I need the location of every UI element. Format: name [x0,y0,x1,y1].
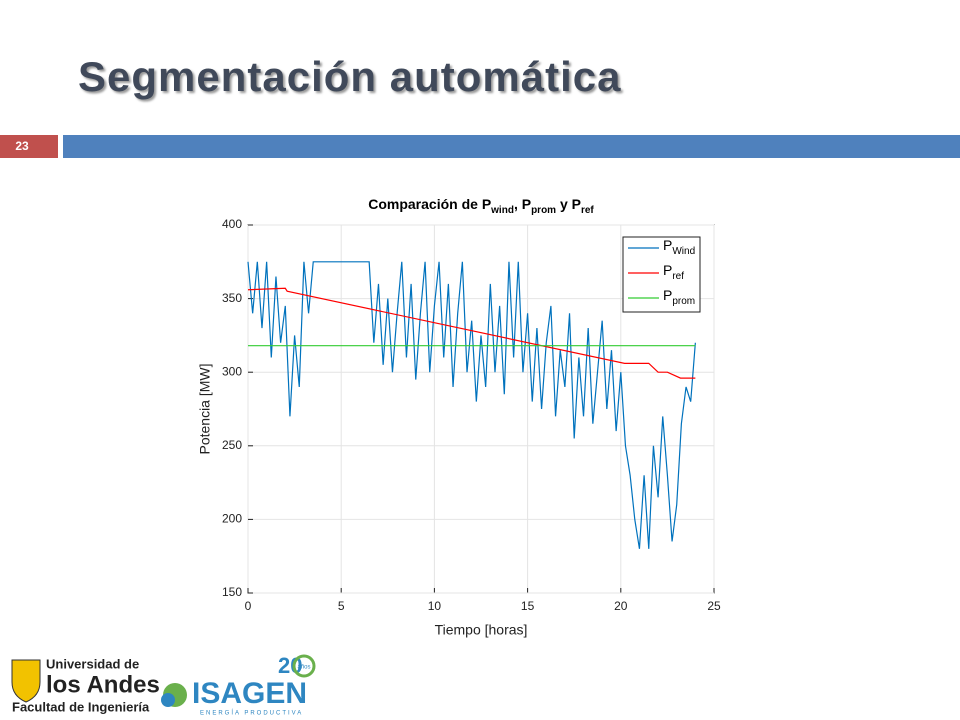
x-tick-label: 15 [521,599,535,613]
uni-shield [11,659,41,703]
isagen-tag: ENERGÍA PRODUCTIVA [200,710,303,717]
anniversary-ring [292,654,316,678]
uni-line1: Universidad de [46,656,139,671]
legend-part: prom [672,296,695,307]
title-part: , P [514,196,531,212]
line [247,287,696,379]
title-part: Comparación de P [368,196,491,212]
legend-label: PWind [663,237,695,257]
slide-number: 23 [15,139,29,153]
uni-line2: los Andes [46,671,160,698]
uni-line3: Facultad de Ingeniería [12,699,150,714]
y-tick-label: 300 [222,364,242,378]
x-axis-label: Tiempo [horas] [435,622,528,638]
legend [622,236,701,313]
anniversary-word: años [297,665,310,671]
legend-label: Pprom [663,287,695,307]
header-bar [63,135,960,158]
chart-title: Comparación de Pwind, Pprom y Pref [368,196,594,216]
y-tick-label: 150 [222,585,242,599]
x-tick-label: 25 [707,599,721,613]
title-part: ref [581,205,594,216]
x-tick-label: 0 [245,599,252,613]
isagen: ISAGEN [192,677,307,710]
title-part: y P [556,196,581,212]
legend-part: ref [672,271,684,282]
chart: 0 5 10 15 20 25 150 200 250 300 350 400 Tiempo [hora… [197,196,721,638]
x-tick-label: 5 [338,599,345,613]
y-axis-label: Potencia [MW] [197,363,213,454]
slide-title: Segmentación automática [78,53,621,100]
isagen-icon [161,693,175,707]
x-tick-label: 20 [614,599,628,613]
legend-part: P [663,262,672,278]
title-part: wind [490,205,514,216]
y-tick-label: 400 [222,217,242,231]
line [247,261,696,549]
legend-label: Pref [663,262,684,282]
y-tick-label: 350 [222,291,242,305]
legend-part: Wind [672,246,695,257]
y-tick-label: 250 [222,438,242,452]
legend-part: P [663,237,672,253]
title-part: prom [531,205,556,216]
number-box [0,135,58,158]
x-tick-label: 10 [428,599,442,613]
legend-part: P [663,287,672,303]
y-tick-label: 200 [222,512,242,526]
